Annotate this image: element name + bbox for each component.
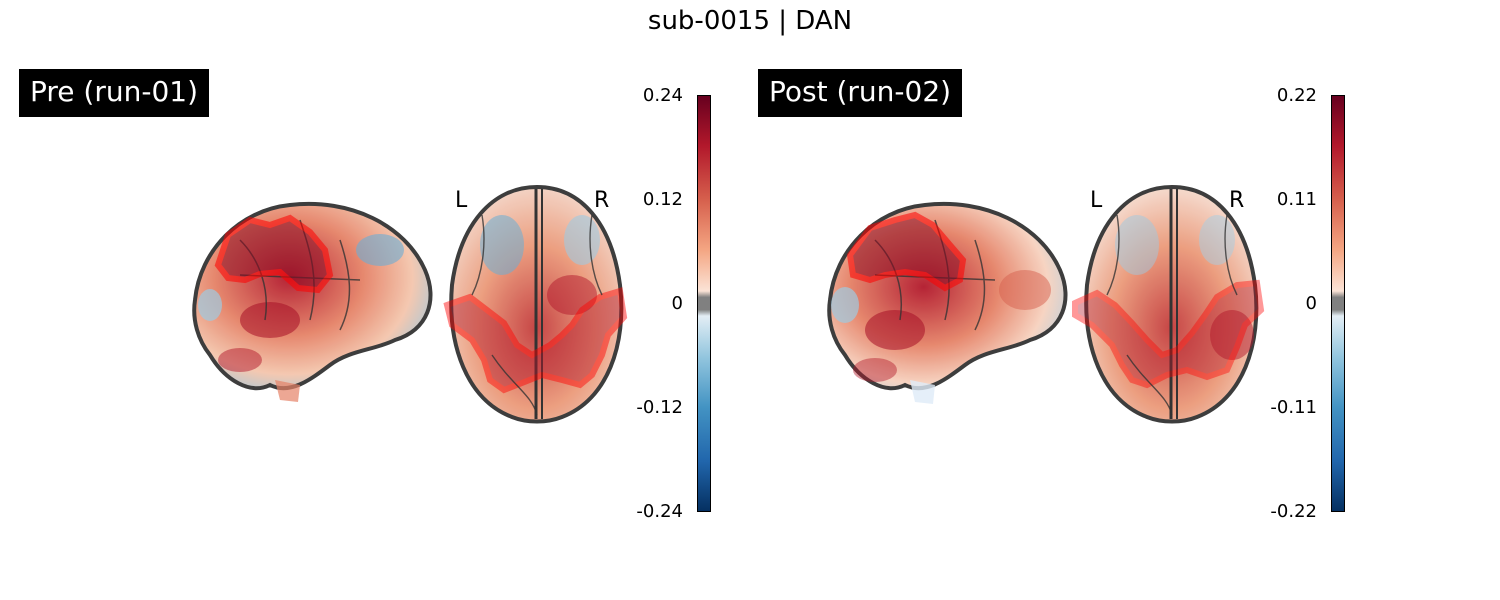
colorbar-post-tick-mid-high: 0.11 <box>1276 189 1317 210</box>
colorbar-pre-tick-max: 0.24 <box>642 85 683 106</box>
axial-view <box>443 184 628 424</box>
colorbar-post-tick-mid-low: -0.11 <box>1270 397 1317 418</box>
left-hemisphere-label-post: L <box>1090 188 1103 213</box>
colorbar-post <box>1331 95 1345 512</box>
axial-view <box>1072 184 1265 424</box>
colorbar-pre-tick-zero: 0 <box>671 293 683 314</box>
colorbar-pre-tick-mid-low: -0.12 <box>636 397 683 418</box>
sagittal-view <box>827 202 1068 404</box>
colorbar-post-tick-zero: 0 <box>1305 293 1317 314</box>
colorbar-pre-tick-min: -0.24 <box>636 501 683 522</box>
figure-title: sub-0015 | DAN <box>647 6 853 36</box>
colorbar-post-tick-min: -0.22 <box>1270 501 1317 522</box>
colorbar-pre-tick-mid-high: 0.12 <box>642 189 683 210</box>
right-hemisphere-label-post: R <box>1229 188 1245 213</box>
left-hemisphere-label-pre: L <box>455 188 468 213</box>
colorbar-pre <box>697 95 711 512</box>
sagittal-view <box>192 202 433 402</box>
glass-brain-pre <box>192 184 628 424</box>
panel-title-post: Post (run-02) <box>758 69 963 117</box>
panel-title-pre: Pre (run-01) <box>19 69 209 117</box>
colorbar-post-tick-max: 0.22 <box>1276 85 1317 106</box>
glass-brain-post <box>827 184 1265 424</box>
right-hemisphere-label-pre: R <box>594 188 610 213</box>
